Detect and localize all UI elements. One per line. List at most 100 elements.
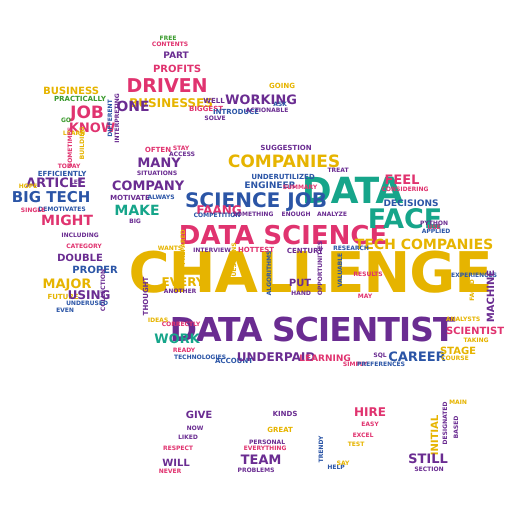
word-job: JOB	[69, 103, 104, 123]
word-great: GREAT	[267, 426, 293, 434]
word-often: OFTEN	[145, 146, 171, 154]
word-problems: PROBLEMS	[238, 467, 275, 474]
word-faced: FACED	[469, 279, 476, 301]
word-personal: PERSONAL	[249, 439, 285, 446]
word-practically: PRACTICALLY	[54, 95, 107, 103]
word-working: WORKING	[225, 93, 297, 108]
word-say: SAY	[337, 460, 350, 467]
word-know: KNOW	[69, 121, 115, 136]
word-interview: INTERVIEW	[193, 247, 231, 254]
word-article: ARTICLE	[26, 176, 86, 191]
word-trendy: TRENDY	[318, 435, 325, 462]
word-science-job: SCIENCE JOB	[185, 188, 327, 212]
word-liked: LIKED	[178, 434, 198, 441]
word-different: DIFFERENT	[107, 98, 114, 136]
word-test: TEST	[348, 441, 366, 448]
word-ready: READY	[173, 347, 196, 354]
word-every: EVERY	[162, 275, 205, 289]
word-competition: COMPETITION	[194, 212, 241, 219]
word-hope: HOPE	[19, 183, 38, 190]
word-many: MANY	[137, 156, 181, 171]
word-today: TODAY	[58, 163, 81, 170]
word-help: HELP	[327, 464, 345, 471]
word-initial: INITIAL	[430, 414, 441, 455]
word-suggestion: SUGGESTION	[260, 144, 311, 152]
word-wants: WANTS	[158, 245, 182, 252]
word-make: MAKE	[114, 203, 159, 219]
word-single: SINGLE	[21, 207, 45, 214]
word-proper: PROPER	[72, 265, 118, 276]
word-work: WORK	[154, 332, 200, 347]
word-results: RESULTS	[353, 271, 382, 278]
word-efficiently: EFFICIENTLY	[38, 170, 87, 178]
word-introduce: INTRODUCE	[213, 108, 259, 116]
word-might: MIGHT	[41, 213, 93, 229]
word-access: ACCESS	[169, 151, 195, 158]
word-major: MAJOR	[43, 277, 92, 292]
word-hand: HAND	[291, 290, 311, 297]
word-demotivates: DEMOTIVATES	[38, 206, 85, 213]
word-company: COMPANY	[112, 179, 185, 194]
word-big-tech: BIG TECH	[12, 188, 91, 206]
word-section: SECTION	[414, 466, 443, 473]
word-something: SOMETHING	[233, 211, 274, 218]
word-analysts: ANALYSTS	[446, 316, 480, 323]
word-may: MAY	[358, 293, 373, 300]
word-situations: SITUATIONS	[137, 170, 177, 177]
word-ask: ASK	[273, 101, 287, 108]
word-companies: COMPANIES	[228, 152, 340, 172]
word-category: CATEGORY	[66, 243, 102, 250]
word-hire: HIRE	[354, 405, 386, 419]
word-taking: TAKING	[463, 337, 488, 344]
word-underpaid: UNDERPAID	[237, 350, 316, 364]
word-another: ANOTHER	[164, 288, 197, 295]
word-interpreting: INTERPRETING	[114, 93, 121, 143]
word-thought: THOUGHT	[142, 276, 150, 315]
word-data: DATA	[302, 171, 404, 212]
word-never: NEVER	[159, 468, 182, 475]
word-career: CAREER	[388, 350, 445, 365]
word-main: MAIN	[449, 399, 467, 406]
word-scientist: SCIENTIST	[446, 326, 504, 337]
word-including: INCLUDING	[61, 232, 98, 239]
word-give: GIVE	[186, 410, 213, 421]
word-summary: SUMMARY	[283, 184, 318, 191]
word-going: GOING	[269, 82, 295, 90]
word-preferences: PREFERENCES	[357, 361, 405, 368]
word-experiences: EXPERIENCES	[451, 272, 497, 279]
word-tech-companies: TECH COMPANIES	[355, 237, 493, 253]
word-challenge: CHALLENGE	[128, 241, 491, 306]
word-century: CENTURY	[287, 247, 324, 255]
word-even: EVEN	[56, 307, 74, 314]
word-ideas: IDEAS	[148, 317, 168, 324]
word-stay: STAY	[173, 145, 190, 152]
word-enough: ENOUGH	[281, 211, 310, 218]
word-feel: FEEL	[385, 173, 420, 188]
word-go: GO	[61, 117, 71, 124]
word-machine: MACHINE	[486, 270, 497, 322]
word-underused: UNDERUSED	[66, 300, 108, 307]
word-learning: LEARNING	[299, 354, 351, 364]
word-profits: PROFITS	[153, 64, 201, 75]
word-based: BASED	[453, 416, 460, 439]
word-research: RESEARCH	[333, 245, 369, 252]
word-part: PART	[163, 51, 189, 61]
word-treat: TREAT	[327, 167, 349, 174]
word-technologies: TECHNOLOGIES	[174, 354, 226, 361]
word-stage: STAGE	[440, 346, 476, 357]
word-collection: COLLECTION	[100, 269, 107, 311]
word-respect: RESPECT	[163, 445, 194, 452]
word-free: FREE	[160, 35, 177, 42]
word-valuable: VALUABLE	[337, 253, 344, 287]
word-everything: EVERYTHING	[244, 445, 287, 452]
word-solve: SOLVE	[204, 115, 225, 122]
word-use: USE	[427, 224, 440, 231]
word-now: NOW	[187, 425, 204, 432]
word-course: COURSE	[441, 355, 468, 362]
word-businesses: BUSINESSES	[129, 96, 213, 110]
word-data-scientist: DATA SCIENTIST	[170, 310, 456, 349]
word-opportunities: OPPORTUNITIES	[317, 241, 324, 295]
word-actionable: ACTIONABLE	[246, 107, 289, 114]
